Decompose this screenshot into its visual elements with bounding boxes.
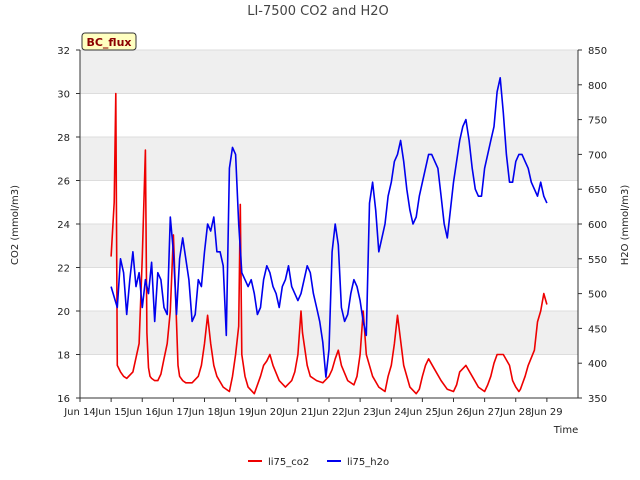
y-tick-label-right: 850: [588, 46, 607, 57]
x-tick-label: Jun 25: [406, 407, 439, 418]
badge-box: [81, 32, 137, 51]
y-tick-label-left: 20: [57, 307, 70, 318]
axes-group: 16 18 20 22 24 26 28 30 32 350 400 450 500 550 600 650 7…: [57, 46, 607, 418]
x-tick-label: Jun 17: [157, 407, 190, 418]
y-axis-label-right: H2O (mmol/m3): [620, 185, 631, 266]
x-axis-label: Time: [553, 425, 578, 436]
series-line-li75_h2o: [110, 77, 548, 378]
y-tick-label-left: 26: [57, 177, 70, 188]
plot-band: [80, 224, 578, 268]
y-tick-label-right: 750: [588, 116, 607, 127]
x-tick-label: Jun 29: [530, 407, 563, 418]
series-line-li75_co2: [110, 92, 548, 395]
y-tick-label-left: 22: [57, 264, 70, 275]
x-tick-label: Jun 28: [499, 407, 532, 418]
y-tick-label-left: 16: [57, 394, 70, 405]
series-group: [110, 77, 548, 395]
x-tick-label: Jun 21: [281, 407, 314, 418]
x-tick-label: Jun 19: [219, 407, 252, 418]
x-tick-label: Jun 15: [94, 407, 127, 418]
x-tick-label: Jun 24: [374, 407, 407, 418]
x-tick-label: Jun 26: [437, 407, 470, 418]
y-tick-label-right: 600: [588, 220, 607, 231]
y-tick-label-right: 500: [588, 290, 607, 301]
x-tick-label: Jun 14: [63, 407, 96, 418]
y-tick-label-left: 24: [57, 220, 70, 231]
y-tick-label-right: 400: [588, 359, 607, 370]
x-tick-label: Jun 22: [312, 407, 345, 418]
legend-label-co2: li75_co2: [268, 457, 309, 468]
y-tick-label-right: 800: [588, 81, 607, 92]
y-tick-label-right: 450: [588, 324, 607, 335]
badge-label: BC_flux: [86, 36, 131, 49]
y-tick-label-left: 32: [57, 46, 70, 57]
x-tick-label: Jun 23: [343, 407, 376, 418]
chart-title: LI-7500 CO2 and H2O: [247, 4, 389, 19]
y-tick-label-right: 650: [588, 185, 607, 196]
legend-label-h2o: li75_h2o: [347, 457, 389, 468]
y-tick-label-right: 350: [588, 394, 607, 405]
x-tick-label: Jun 16: [125, 407, 158, 418]
legend: li75_co2 li75_h2o: [248, 457, 389, 468]
y-tick-label-left: 30: [57, 90, 70, 101]
x-tick-label: Jun 27: [468, 407, 501, 418]
badge: BC_flux: [81, 32, 137, 51]
x-tick-label: Jun 18: [188, 407, 221, 418]
y-tick-label-right: 550: [588, 255, 607, 266]
y-tick-label-left: 28: [57, 133, 70, 144]
y-tick-label-right: 700: [588, 150, 607, 161]
y-tick-label-left: 18: [57, 351, 70, 362]
x-tick-label: Jun 20: [250, 407, 283, 418]
plot-band: [80, 50, 578, 94]
y-axis-label-left: CO2 (mmol/m3): [10, 185, 21, 265]
plot-band: [80, 137, 578, 181]
